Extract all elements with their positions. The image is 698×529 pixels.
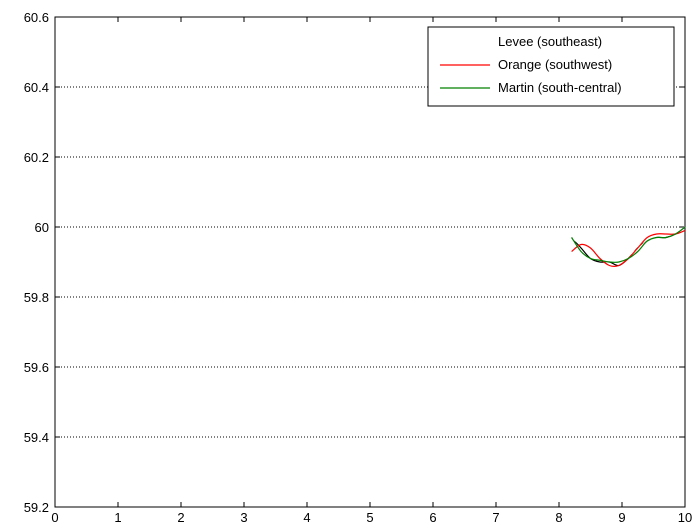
series-layer	[571, 226, 686, 267]
x-tick-label: 10	[678, 510, 692, 525]
x-tick-label: 1	[114, 510, 121, 525]
x-tick-label: 2	[177, 510, 184, 525]
x-tick-label: 6	[429, 510, 436, 525]
series-line-1	[571, 226, 686, 263]
legend-entry-label: Levee (southeast)	[498, 34, 602, 49]
x-tick-label: 9	[618, 510, 625, 525]
x-tick-label: 8	[555, 510, 562, 525]
legend-items: Levee (southeast) Orange (southwest) Marti…	[440, 34, 622, 95]
axis-ticks: 59.2 59.4 59.6 59.8 60 60.2 60.4 60.6 0 1 2 3 4 5 6 7 8 9…	[24, 10, 693, 525]
y-tick-label: 60.2	[24, 150, 49, 165]
legend-entry-label: Orange (southwest)	[498, 57, 612, 72]
x-tick-label: 7	[492, 510, 499, 525]
y-tick-label: 60.6	[24, 10, 49, 25]
y-tick-label: 59.4	[24, 430, 49, 445]
y-tick-label: 60.4	[24, 80, 49, 95]
y-tick-label: 59.8	[24, 290, 49, 305]
x-tick-label: 5	[366, 510, 373, 525]
y-tick-label: 59.6	[24, 360, 49, 375]
legend: Levee (southeast) Orange (southwest) Marti…	[427, 26, 675, 107]
x-tick-label: 3	[240, 510, 247, 525]
legend-entry-label: Martin (south-central)	[498, 80, 622, 95]
x-tick-label: 4	[303, 510, 310, 525]
grid	[55, 86, 685, 438]
x-tick-label: 0	[51, 510, 58, 525]
y-tick-label: 60	[35, 220, 49, 235]
series-line-3	[571, 226, 686, 263]
legend-box	[427, 26, 675, 107]
y-tick-label: 59.2	[24, 500, 49, 515]
